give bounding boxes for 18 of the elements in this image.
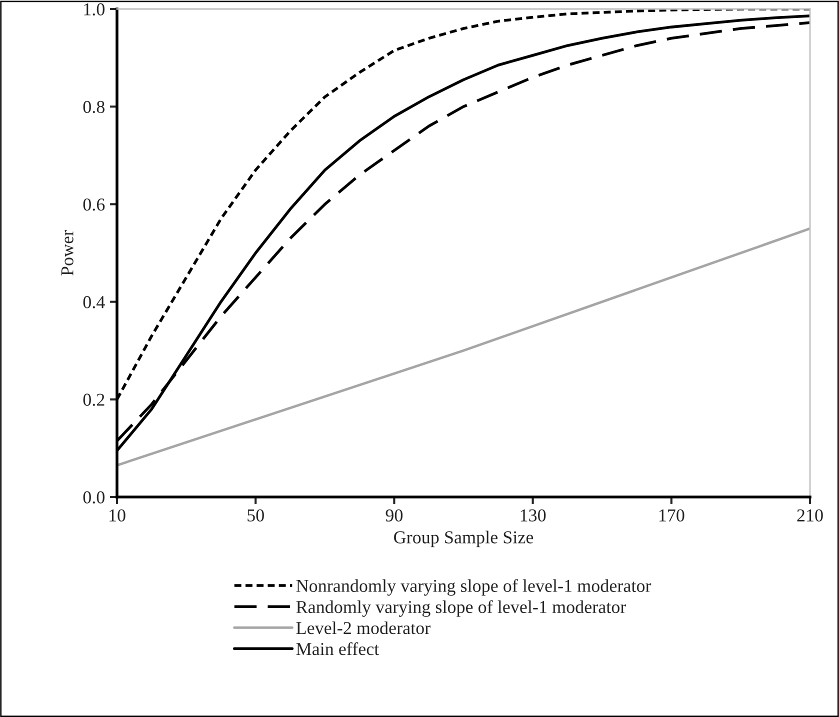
legend-label: Randomly varying slope of level-1 moderator <box>296 600 626 617</box>
x-tick-label: 10 <box>110 509 126 522</box>
x-axis-title: Group Sample Size <box>394 530 534 548</box>
x-tick-label: 50 <box>248 509 264 522</box>
y-axis-title: Power <box>61 230 74 276</box>
y-tick-label: 0.2 <box>83 394 104 406</box>
x-tick-label: 210 <box>797 509 823 522</box>
legend-label: Level-2 moderator <box>296 621 430 634</box>
y-tick-label: 0.0 <box>83 491 105 504</box>
y-tick-label: 0.4 <box>83 296 105 308</box>
y-tick-label: 0.6 <box>83 198 105 211</box>
x-tick-label: 130 <box>520 509 546 522</box>
legend-label: Main effect <box>296 642 380 656</box>
y-tick-label: 1.0 <box>84 3 105 16</box>
legend-label: Nonrandomly varying slope of level-1 moderator <box>296 579 652 596</box>
x-tick-label: 170 <box>659 509 684 522</box>
y-tick-label: 0.8 <box>83 100 105 114</box>
x-tick-label: 90 <box>386 509 403 522</box>
